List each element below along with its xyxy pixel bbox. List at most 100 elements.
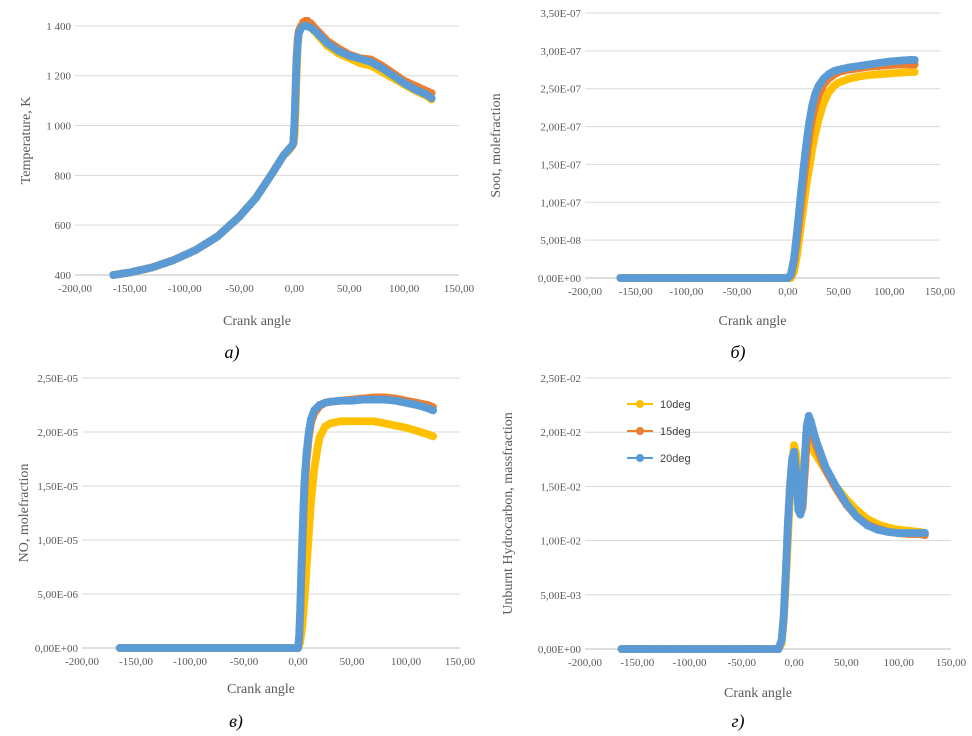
y-axis-label: NO, molefraction — [17, 464, 32, 563]
x-tick-label: -100,00 — [168, 283, 202, 295]
x-tick-label: -100,00 — [673, 657, 707, 669]
series-line — [621, 442, 926, 650]
data-point — [429, 432, 437, 441]
x-tick-label: 150,00 — [445, 656, 476, 668]
y-tick-label: 2,50E-05 — [37, 373, 78, 385]
series-10deg — [617, 439, 929, 653]
legend-marker — [636, 400, 644, 408]
x-tick-label: 100,00 — [389, 283, 420, 295]
x-tick-label: 50,00 — [826, 286, 851, 298]
x-axis-label: Crank angle — [223, 314, 291, 329]
panel-g-hydrocarbon: 0,00E+00 5,00E-03 1,00E-02 1,50E-02 2,00E-02… — [501, 373, 967, 732]
data-point — [429, 406, 437, 415]
series-line — [119, 398, 434, 649]
data-point — [910, 55, 919, 64]
x-tick-label: -200,00 — [568, 657, 602, 669]
legend-marker — [636, 427, 644, 435]
series-15deg — [616, 60, 919, 282]
series-10deg — [109, 19, 436, 279]
data-point — [427, 94, 436, 103]
series-line — [113, 19, 433, 276]
x-tick-label: 100,00 — [874, 286, 905, 298]
series-line — [620, 58, 915, 279]
panel-caption: а) — [225, 342, 240, 363]
y-tick-label: 1,50E-02 — [540, 481, 581, 493]
x-tick-label: 50,00 — [340, 656, 365, 668]
x-tick-label: 50,00 — [337, 283, 362, 295]
x-tick-label: -200,00 — [58, 283, 92, 295]
x-tick-label: -200,00 — [65, 656, 99, 668]
series-20deg — [115, 395, 437, 652]
x-tick-label: 0,00 — [288, 656, 308, 668]
x-tick-label: -150,00 — [113, 283, 147, 295]
y-axis-label: Soot, molefraction — [489, 93, 504, 197]
y-tick-label: 0,00E+00 — [35, 643, 79, 655]
x-tick-label: -200,00 — [568, 286, 602, 298]
series-line — [119, 396, 434, 649]
y-tick-label: 2,00E-02 — [540, 427, 581, 439]
x-tick-label: 150,00 — [925, 286, 956, 298]
legend-item-10deg: 10deg — [627, 399, 691, 411]
x-tick-label: -150,00 — [119, 656, 153, 668]
x-tick-label: 50,00 — [834, 657, 859, 669]
x-axis-label: Crank angle — [718, 314, 786, 329]
y-tick-label: 5,00E-08 — [540, 235, 581, 247]
series-20deg — [109, 21, 436, 279]
series-line — [113, 22, 433, 276]
y-tick-label: 1 400 — [46, 21, 71, 33]
y-tick-label: 600 — [55, 220, 72, 232]
series-10deg — [115, 417, 437, 652]
x-axis-label: Crank angle — [724, 686, 792, 701]
y-tick-label: 1,50E-07 — [540, 159, 581, 171]
y-tick-label: 1,00E-05 — [37, 535, 78, 547]
x-tick-label: 0,00 — [778, 286, 798, 298]
y-axis-label: Temperature, K — [19, 97, 34, 185]
y-tick-label: 3,00E-07 — [540, 46, 581, 58]
y-tick-label: 0,00E+00 — [538, 273, 582, 285]
x-tick-label: -100,00 — [173, 656, 207, 668]
y-tick-label: 1,00E-02 — [540, 536, 581, 548]
panel-b-soot: 0,00E+00 5,00E-08 1,00E-07 1,50E-07 2,00E-07… — [489, 8, 956, 363]
x-tick-label: 100,00 — [391, 656, 422, 668]
x-tick-label: -150,00 — [620, 657, 654, 669]
x-axis-label: Crank angle — [227, 682, 295, 697]
x-tick-label: -50,00 — [225, 283, 254, 295]
y-tick-label: 3,50E-07 — [540, 8, 581, 20]
series-20deg — [617, 411, 929, 653]
x-tick-label: -50,00 — [230, 656, 259, 668]
y-tick-label: 800 — [55, 170, 72, 182]
y-axis-label: Unburnt Hydrocarbon, massfraction — [501, 412, 516, 615]
x-tick-label: 0,00 — [785, 657, 805, 669]
series-line — [620, 71, 915, 279]
x-tick-label: -50,00 — [723, 286, 752, 298]
legend-label: 10deg — [660, 399, 691, 411]
x-tick-label: 0,00 — [285, 283, 305, 295]
x-tick-label: 100,00 — [884, 657, 915, 669]
series-20deg — [616, 55, 919, 282]
y-tick-label: 2,50E-02 — [540, 373, 581, 385]
panel-v-no: 0,00E+00 5,00E-06 1,00E-05 1,50E-05 2,00E-05… — [17, 373, 476, 732]
legend-item-15deg: 15deg — [627, 426, 691, 438]
y-tick-label: 0,00E+00 — [538, 644, 582, 656]
y-tick-label: 2,00E-07 — [540, 122, 581, 134]
x-tick-label: 150,00 — [936, 657, 967, 669]
x-tick-label: -150,00 — [619, 286, 653, 298]
series-line — [119, 420, 434, 649]
panel-caption: г) — [731, 711, 744, 732]
y-tick-label: 5,00E-03 — [540, 590, 581, 602]
y-tick-label: 1 200 — [46, 71, 71, 83]
data-point — [920, 529, 929, 538]
series-line — [620, 63, 915, 279]
legend-item-20deg: 20deg — [627, 453, 691, 465]
series-15deg — [109, 16, 436, 279]
y-tick-label: 2,50E-07 — [540, 84, 581, 96]
y-tick-label: 400 — [55, 270, 72, 282]
y-tick-label: 1,00E-07 — [540, 197, 581, 209]
panel-caption: б) — [730, 342, 745, 363]
legend-marker — [636, 454, 644, 462]
y-tick-label: 1 000 — [46, 121, 71, 133]
series-10deg — [616, 68, 919, 282]
x-tick-label: 150,00 — [444, 283, 475, 295]
x-tick-label: -50,00 — [728, 657, 757, 669]
x-tick-label: -100,00 — [669, 286, 703, 298]
